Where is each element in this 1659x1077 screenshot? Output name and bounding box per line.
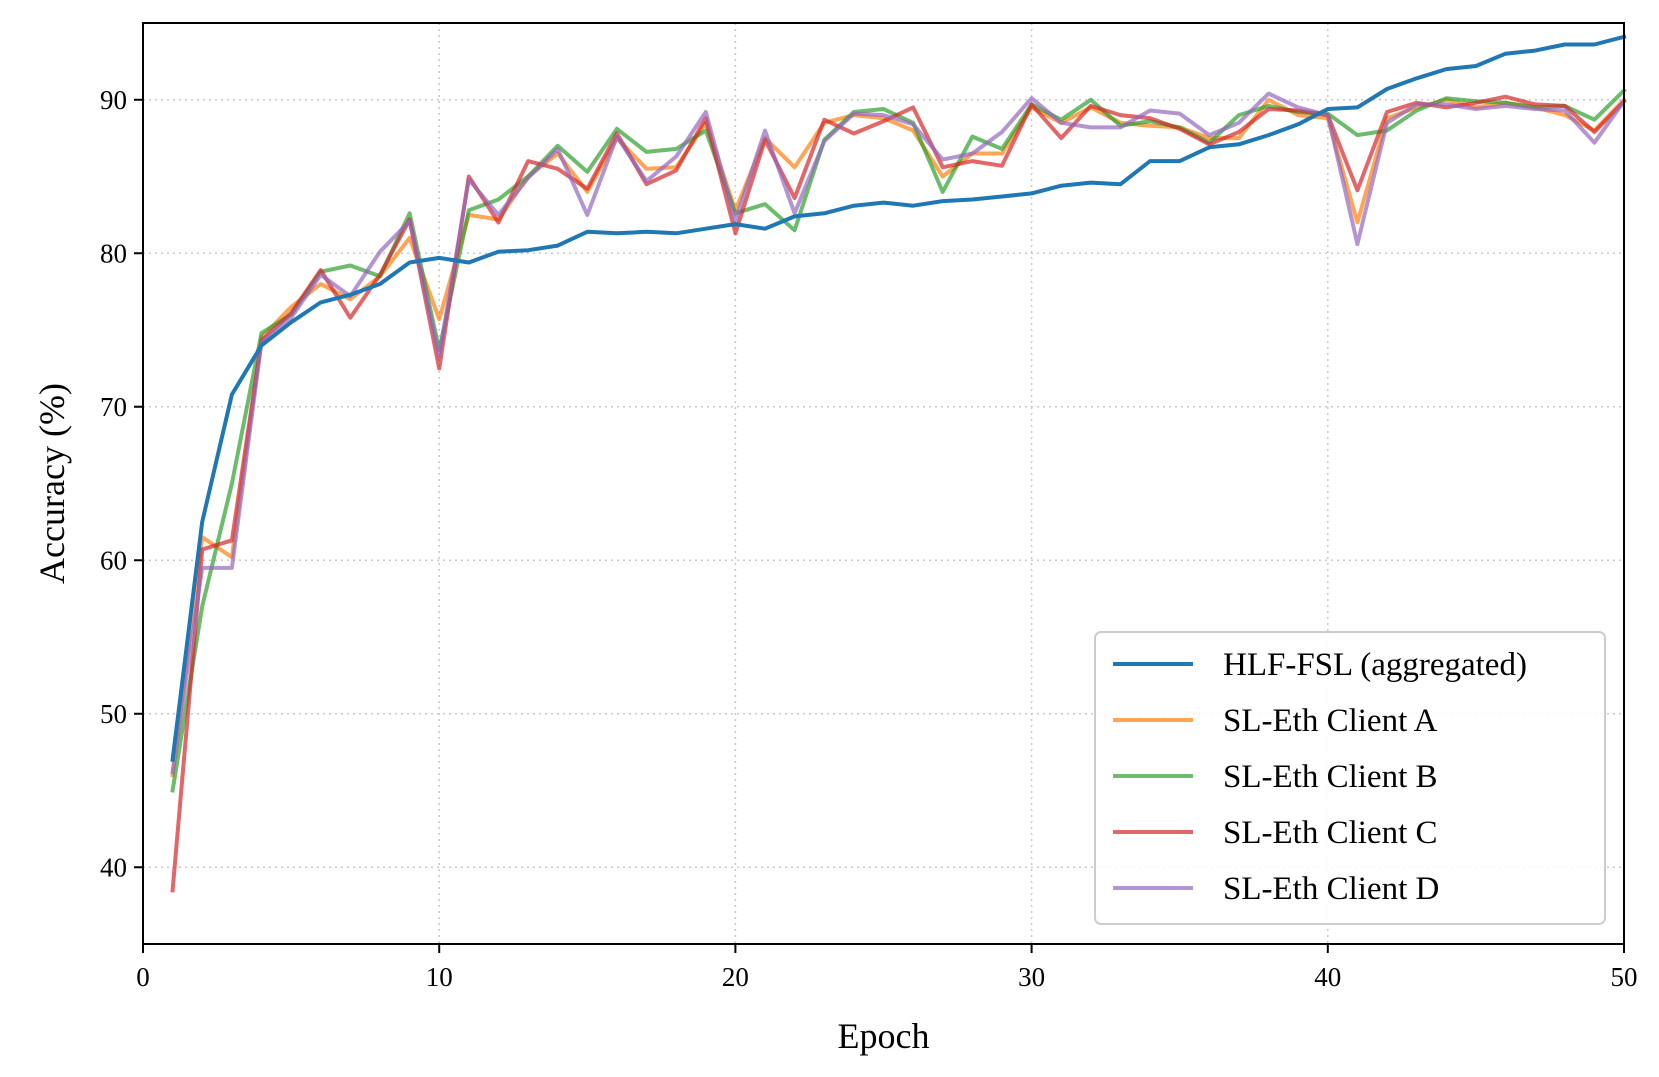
legend-label: SL-Eth Client B (1223, 759, 1438, 795)
legend-item: SL-Eth Client A (1113, 703, 1438, 739)
y-axis-label: Accuracy (%) (32, 383, 72, 584)
legend-label: SL-Eth Client A (1223, 703, 1438, 739)
legend-label: HLF-FSL (aggregated) (1223, 647, 1527, 683)
y-tick-label: 60 (100, 545, 127, 575)
x-tick-label: 20 (722, 962, 749, 992)
series-lines (170, 34, 1627, 893)
y-tick-label: 40 (100, 852, 127, 882)
x-tick-label: 40 (1314, 962, 1341, 992)
x-tick-label: 30 (1018, 962, 1045, 992)
legend-label: SL-Eth Client D (1223, 871, 1439, 907)
legend-item: SL-Eth Client C (1113, 815, 1438, 851)
legend-item: SL-Eth Client B (1113, 759, 1438, 795)
x-tick-label: 50 (1611, 962, 1638, 992)
x-axis-label: Epoch (838, 1016, 930, 1056)
y-tick-label: 90 (100, 85, 127, 115)
x-tick-label: 10 (426, 962, 453, 992)
legend-box (1094, 631, 1606, 925)
x-tick-label: 0 (136, 962, 150, 992)
y-tick-label: 80 (100, 238, 127, 268)
legend-item: HLF-FSL (aggregated) (1113, 647, 1527, 683)
y-tick-label: 70 (100, 392, 127, 422)
legend-item: SL-Eth Client D (1113, 871, 1439, 907)
axis-ticks: 0 10 20 30 40 50 40 50 60 70 80 90 (100, 85, 1638, 992)
series-line-hlf-fsl-aggregated (170, 34, 1627, 763)
legend-label: SL-Eth Client C (1223, 815, 1438, 851)
legend: HLF-FSL (aggregated) SL-Eth Client A SL-Et… (1094, 631, 1606, 925)
plot-frame (142, 22, 1625, 945)
y-tick-label: 50 (100, 699, 127, 729)
series-line-sl-eth-client-d (170, 91, 1627, 775)
